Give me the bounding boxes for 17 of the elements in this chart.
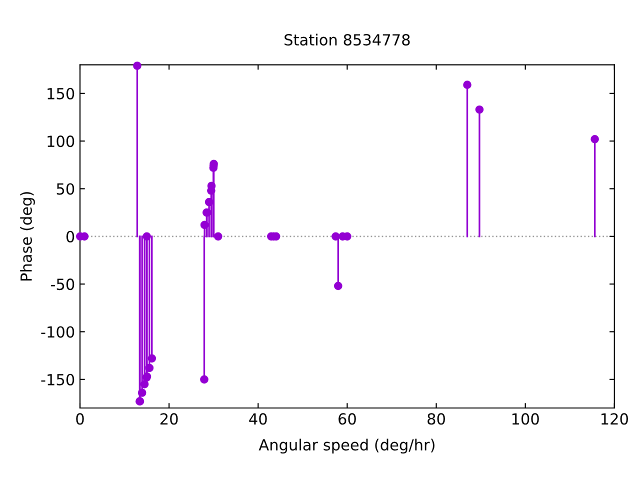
x-tick-label: 60 [338, 413, 356, 425]
chart-title: Station 8534778 [284, 34, 410, 46]
y-tick-label: -100 [41, 326, 74, 338]
x-tick-label: 40 [249, 413, 267, 425]
x-axis-title: Angular speed (deg/hr) [258, 438, 434, 454]
y-axis-title: Phase (deg) [20, 192, 35, 280]
y-tick-label: -50 [50, 278, 74, 290]
y-tick-label: 150 [48, 88, 74, 100]
x-tick-label: 120 [601, 413, 628, 425]
y-tick-label: 0 [66, 230, 74, 242]
x-tick-label: 80 [428, 413, 445, 425]
x-tick-label: 0 [76, 413, 84, 425]
x-tick-label: 100 [512, 413, 539, 425]
x-tick-label: 20 [160, 413, 178, 425]
y-tick-label: 100 [48, 136, 74, 148]
y-tick-label: -150 [41, 374, 74, 386]
y-tick-label: 50 [56, 183, 74, 195]
